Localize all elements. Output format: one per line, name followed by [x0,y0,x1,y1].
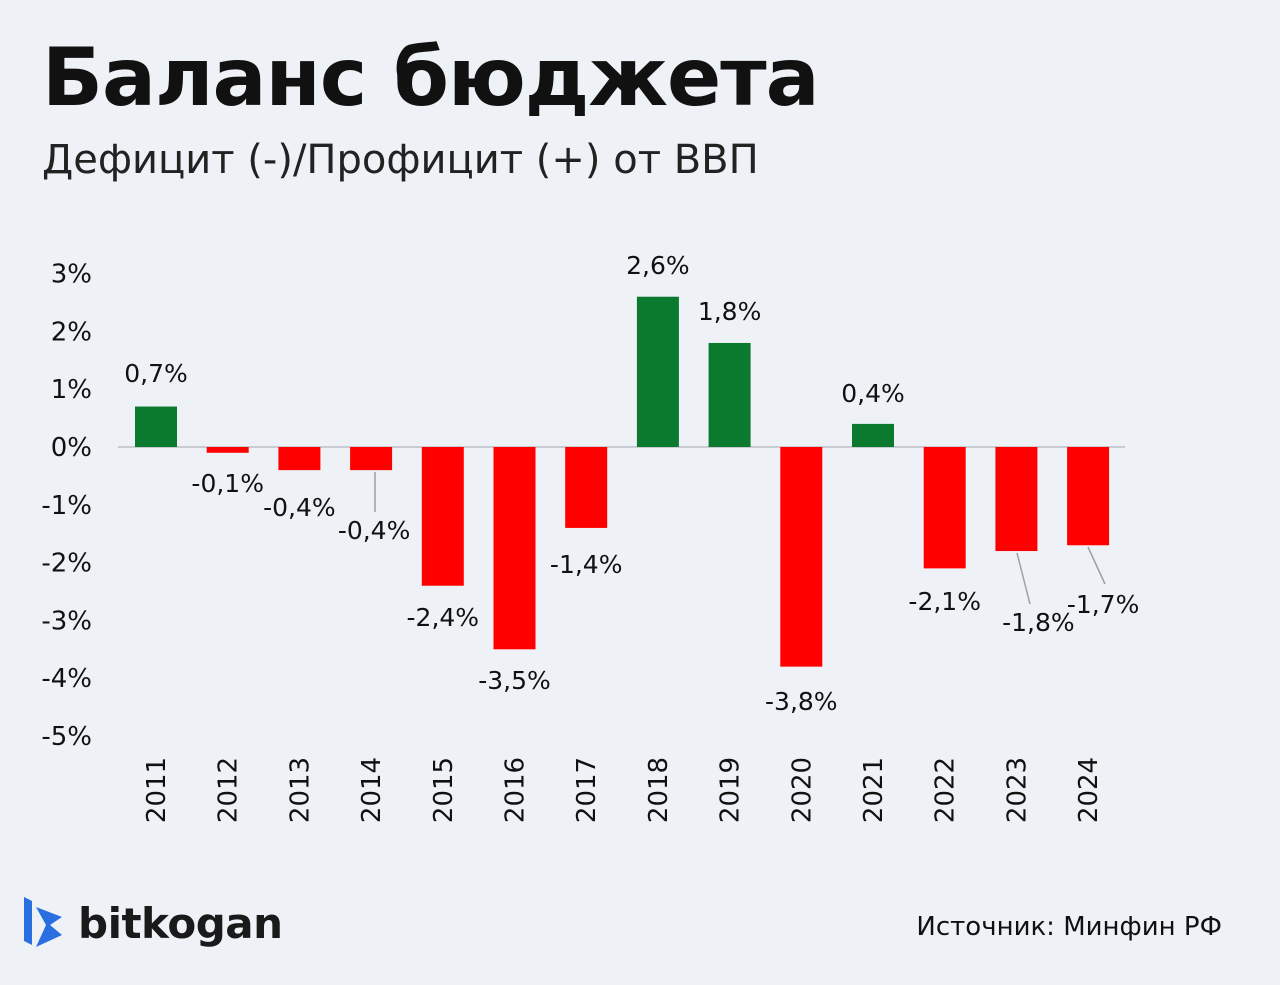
bar-2020 [780,447,823,667]
x-tick-label: 2011 [142,757,172,823]
bitkogan-logo-icon [24,897,62,947]
data-label-2013: -0,4% [263,493,336,522]
data-label-2017: -1,4% [550,550,623,579]
x-tick-label: 2015 [429,757,459,823]
bar-2019 [708,342,751,447]
bar-2012 [206,447,249,453]
y-tick-label: 0% [51,433,92,463]
leader-line [1087,546,1106,585]
bar-2017 [565,447,608,528]
y-tick-label: -3% [41,606,92,636]
data-label-2012: -0,1% [191,469,264,498]
bar-2014 [350,447,393,471]
x-tick-label: 2018 [644,757,674,823]
bar-2013 [278,447,321,471]
data-label-2019: 1,8% [698,297,762,326]
brand-logo: bitkogan [20,895,283,951]
y-tick-label: -1% [41,491,92,521]
x-tick-label: 2012 [214,757,244,823]
data-label-2024: -1,7% [1067,590,1140,619]
data-label-2014: -0,4% [338,516,411,545]
data-label-2011: 0,7% [124,359,188,388]
x-tick-label: 2019 [716,757,746,823]
y-tick-label: 1% [51,375,92,405]
x-tick-label: 2013 [285,757,315,823]
bar-2016 [493,447,536,650]
y-tick-label: 2% [51,317,92,347]
data-label-2015: -2,4% [407,603,480,632]
data-label-2022: -2,1% [908,587,981,616]
bar-2015 [421,447,464,586]
data-label-2016: -3,5% [478,666,551,695]
bar-2018 [636,296,679,447]
data-label-2021: 0,4% [841,379,905,408]
x-tick-label: 2016 [501,757,531,823]
brand-name: bitkogan [78,898,283,948]
bar-2011 [135,406,177,447]
y-tick-label: -5% [41,722,92,752]
leader-line [1016,552,1031,605]
x-tick-label: 2017 [572,757,602,823]
y-tick-label: 3% [51,260,92,290]
bar-2024 [1067,447,1110,546]
data-label-2020: -3,8% [765,687,838,716]
bar-2023 [995,447,1038,552]
data-label-2023: -1,8% [1002,608,1075,637]
bar-chart: 3% 2% 1% 0% -1% -2% -3% -4% -5% 0,7% 2011 -0,1% 2012… [41,251,1140,823]
x-tick-label: 2020 [787,757,817,823]
x-tick-label: 2021 [859,757,889,823]
bar-2021 [852,423,894,447]
chart-title: Баланс бюджета [42,31,820,124]
y-tick-label: -2% [41,549,92,579]
data-label-2018: 2,6% [626,251,690,280]
bar-2022 [923,447,966,569]
source-note: Источник: Минфин РФ [916,912,1222,942]
x-tick-label: 2014 [357,757,387,823]
x-tick-label: 2024 [1074,757,1104,823]
x-tick-label: 2023 [1002,757,1032,823]
chart-subtitle: Дефицит (-)/Профицит (+) от ВВП [42,137,759,183]
y-tick-label: -4% [41,664,92,694]
x-tick-label: 2022 [931,757,961,823]
